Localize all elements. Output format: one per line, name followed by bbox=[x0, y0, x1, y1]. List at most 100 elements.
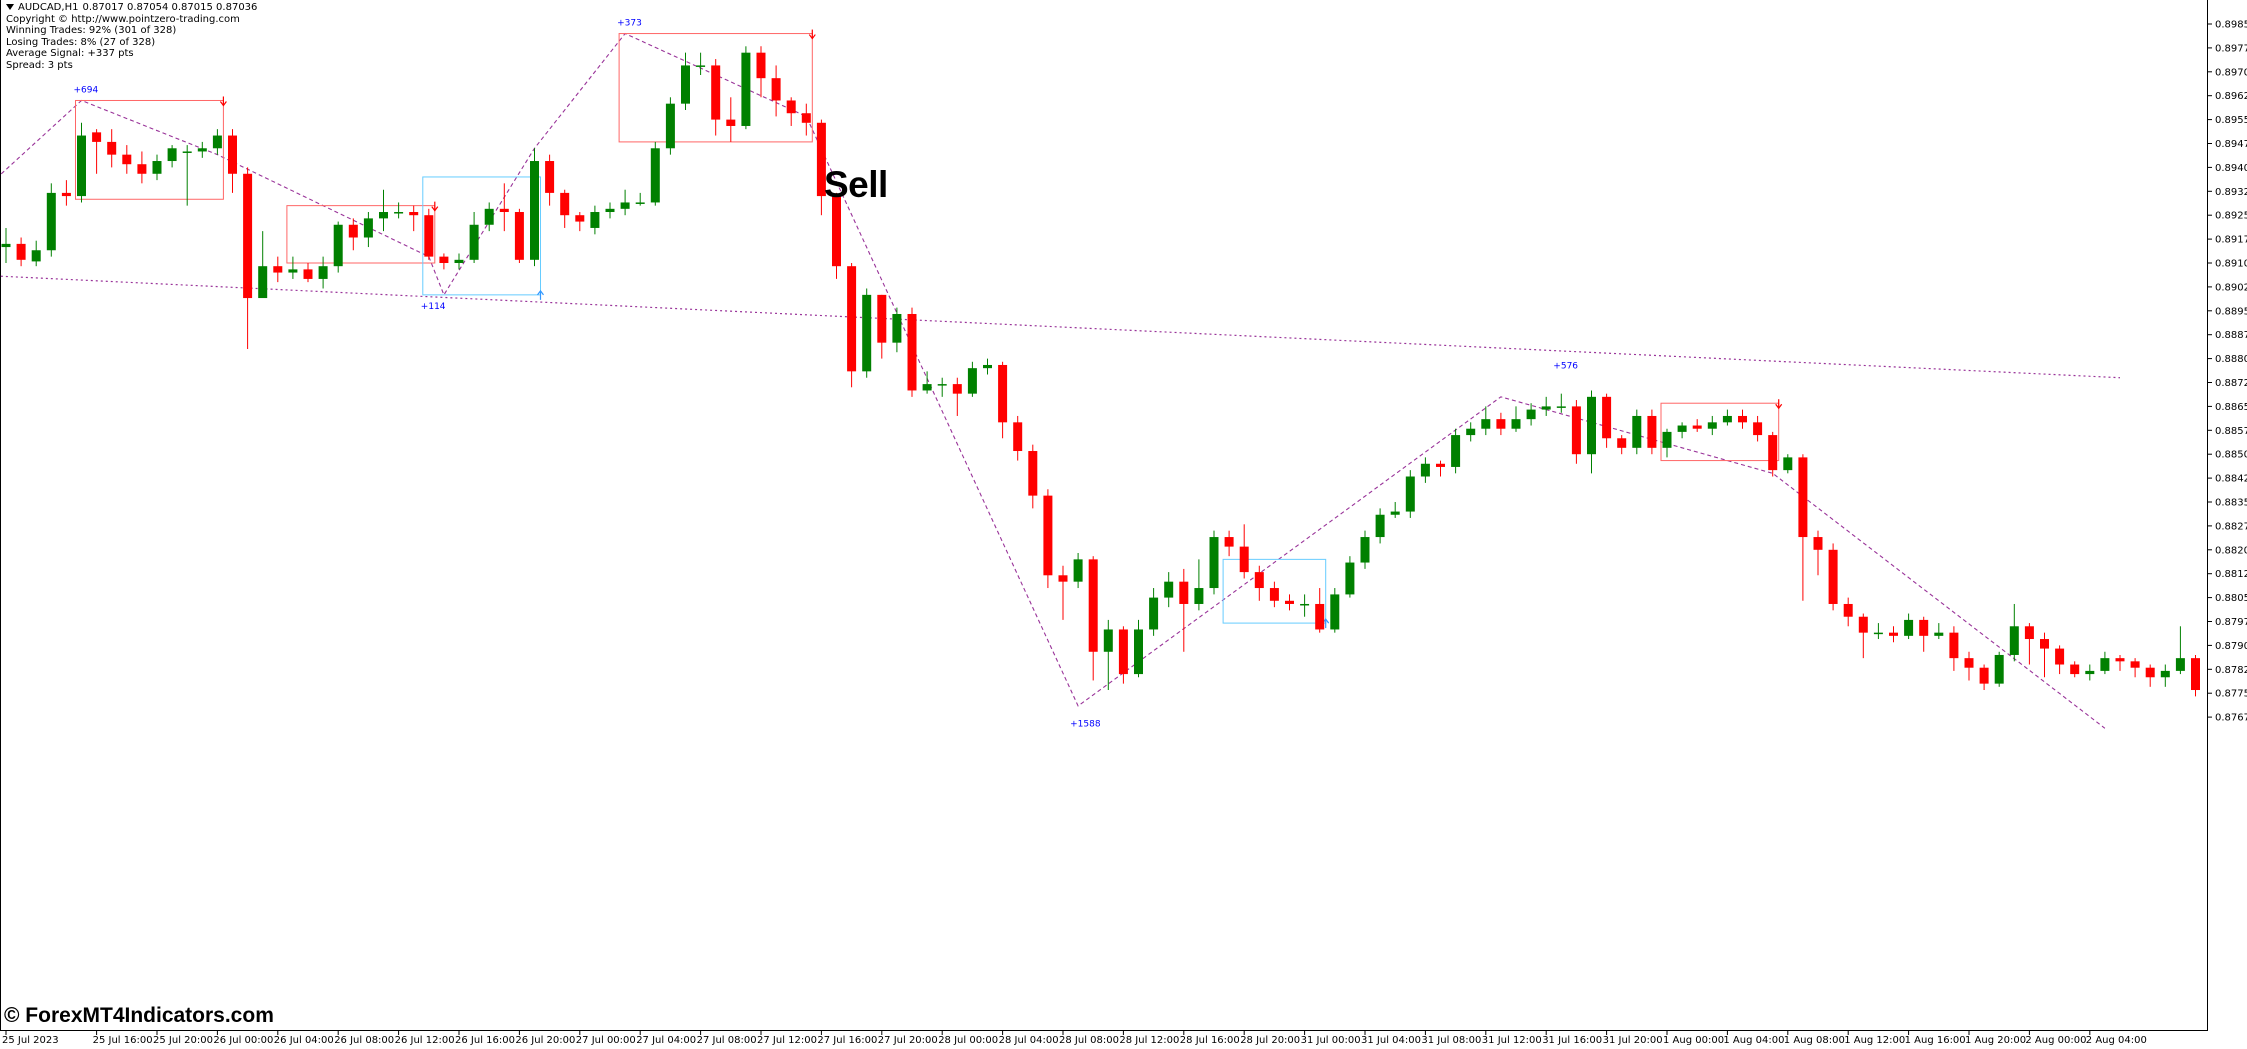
candle bbox=[1964, 651, 1974, 681]
candle bbox=[318, 256, 328, 289]
zigzag-line bbox=[0, 32, 2106, 729]
bull-candle-body bbox=[1994, 654, 2004, 684]
candle bbox=[1118, 626, 1128, 684]
dropdown-triangle-icon[interactable] bbox=[6, 4, 14, 10]
time-tick-label: 28 Jul 00:00 bbox=[938, 1035, 998, 1046]
bull-candle-body bbox=[1149, 597, 1159, 630]
signal-points-label: +373 bbox=[617, 19, 642, 29]
candle bbox=[1828, 543, 1838, 611]
time-tick-label: 26 Jul 12:00 bbox=[395, 1035, 455, 1046]
candle bbox=[469, 212, 479, 263]
candle bbox=[2070, 661, 2080, 678]
bear-candle-body bbox=[303, 269, 313, 279]
bull-candle-body bbox=[1873, 632, 1883, 635]
bull-candle-body bbox=[1164, 581, 1174, 598]
sell-signal-box bbox=[75, 99, 224, 200]
time-tick-label: 1 Aug 00:00 bbox=[1663, 1035, 1724, 1046]
candle bbox=[983, 358, 992, 375]
time-tick-label: 27 Jul 20:00 bbox=[878, 1035, 938, 1046]
bull-candle-body bbox=[922, 384, 932, 391]
candle bbox=[801, 103, 811, 136]
candle bbox=[1632, 409, 1642, 455]
candle bbox=[1013, 415, 1023, 461]
candle bbox=[273, 256, 283, 283]
bear-candle-body bbox=[877, 294, 887, 343]
candle bbox=[424, 208, 434, 260]
bull-candle-body bbox=[1, 243, 11, 248]
candle bbox=[892, 307, 902, 353]
candle bbox=[1602, 393, 1612, 448]
candle bbox=[1073, 552, 1083, 589]
candle bbox=[922, 371, 932, 394]
candle bbox=[1285, 594, 1294, 611]
bear-candle-body bbox=[122, 154, 132, 165]
time-tick-label: 27 Jul 12:00 bbox=[757, 1035, 817, 1046]
bull-candle-body bbox=[1904, 619, 1914, 636]
bear-candle-body bbox=[1617, 438, 1627, 448]
price-tick-label: 0.89475 bbox=[2215, 139, 2247, 150]
bull-candle-body bbox=[1722, 415, 1732, 423]
candle bbox=[484, 202, 494, 232]
bull-candle-body bbox=[484, 208, 494, 225]
bull-candle-body bbox=[258, 266, 268, 299]
price-tick-label: 0.89625 bbox=[2215, 91, 2247, 102]
bear-candle-body bbox=[545, 161, 555, 193]
candle bbox=[439, 253, 449, 270]
bear-candle-body bbox=[907, 313, 917, 391]
bull-candle-body bbox=[1345, 562, 1355, 595]
bear-candle-body bbox=[439, 256, 449, 263]
candle bbox=[575, 212, 585, 232]
price-tick-label: 0.87975 bbox=[2215, 617, 2247, 628]
candle bbox=[1058, 565, 1068, 620]
bull-candle-body bbox=[530, 161, 539, 260]
price-tick-label: 0.88575 bbox=[2215, 426, 2247, 437]
candle bbox=[228, 129, 237, 193]
candle bbox=[2160, 664, 2170, 687]
bull-candle-body bbox=[1390, 511, 1400, 515]
bull-candle-body bbox=[1375, 514, 1385, 538]
candle bbox=[46, 183, 56, 257]
bull-candle-body bbox=[635, 202, 645, 204]
candle bbox=[1798, 454, 1808, 601]
bull-candle-body bbox=[967, 368, 977, 394]
bull-candle-body bbox=[862, 294, 872, 372]
candle bbox=[77, 122, 86, 203]
bear-candle-body bbox=[1285, 600, 1294, 604]
bear-candle-body bbox=[228, 135, 237, 174]
sell-signal-box bbox=[1660, 402, 1780, 462]
candle bbox=[1677, 422, 1687, 439]
bull-candle-body bbox=[1420, 463, 1430, 477]
sell-signal-box bbox=[286, 205, 436, 264]
sell-arrow-icon bbox=[431, 206, 439, 212]
bear-candle-body bbox=[816, 122, 826, 197]
bull-candle-body bbox=[1707, 422, 1717, 429]
candle bbox=[288, 256, 298, 279]
candle bbox=[1662, 428, 1672, 458]
candle bbox=[907, 307, 917, 397]
signal-points-label: +576 bbox=[1553, 362, 1578, 372]
candle bbox=[1587, 390, 1596, 474]
bull-candle-body bbox=[1934, 632, 1944, 636]
time-tick-label: 1 Aug 12:00 bbox=[1844, 1035, 1905, 1046]
candle bbox=[348, 218, 358, 251]
bull-candle-body bbox=[77, 135, 86, 197]
candle bbox=[197, 141, 207, 158]
bull-candle-body bbox=[333, 224, 343, 267]
bear-candle-body bbox=[2024, 626, 2034, 640]
time-tick-label: 28 Jul 12:00 bbox=[1119, 1035, 1179, 1046]
candle bbox=[1436, 460, 1445, 477]
ohlc-values: 0.87017 0.87054 0.87015 0.87036 bbox=[82, 2, 258, 13]
candle bbox=[1179, 568, 1189, 652]
price-tick-label: 0.89775 bbox=[2215, 43, 2247, 54]
bull-candle-body bbox=[1360, 537, 1370, 563]
candle bbox=[816, 119, 826, 216]
bull-candle-body bbox=[983, 364, 992, 369]
candle bbox=[122, 145, 132, 174]
candle bbox=[363, 212, 373, 248]
bear-candle-body bbox=[1979, 667, 1989, 684]
candle bbox=[1, 227, 11, 263]
